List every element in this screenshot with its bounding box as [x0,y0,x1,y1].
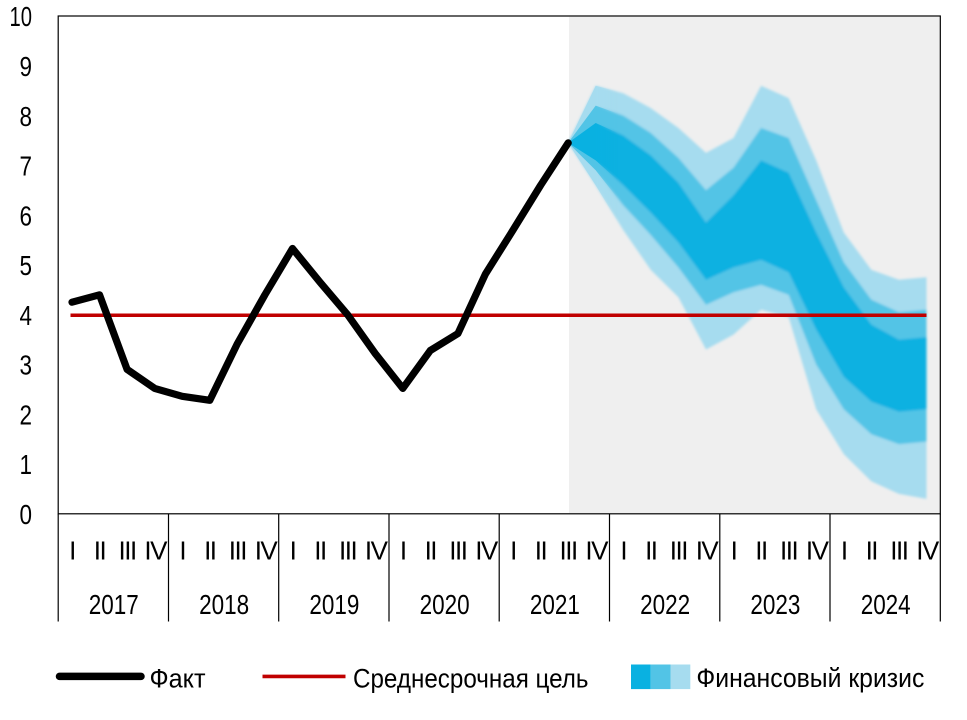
svg-text:2019: 2019 [309,589,359,620]
svg-text:IV: IV [144,536,168,566]
svg-text:III: III [119,536,136,566]
svg-text:2020: 2020 [420,589,470,620]
svg-text:0: 0 [20,499,33,530]
svg-text:Факт: Факт [150,664,206,694]
svg-text:6: 6 [20,201,33,232]
svg-text:2021: 2021 [530,589,580,620]
svg-text:2023: 2023 [750,589,800,620]
svg-text:2017: 2017 [89,589,139,620]
svg-text:2: 2 [20,400,33,431]
svg-text:2022: 2022 [640,589,690,620]
svg-text:1: 1 [20,449,33,480]
svg-text:3: 3 [20,350,33,381]
svg-text:Финансовый кризис: Финансовый кризис [696,663,924,693]
svg-text:10: 10 [10,1,33,32]
svg-text:2018: 2018 [199,589,249,620]
svg-text:2024: 2024 [861,589,911,620]
svg-text:9: 9 [20,51,33,82]
svg-text:4: 4 [20,300,33,331]
svg-text:7: 7 [20,151,33,182]
svg-text:Среднесрочная цель: Среднесрочная цель [353,664,589,694]
svg-text:I: I [69,536,75,566]
svg-text:5: 5 [20,250,33,281]
svg-text:8: 8 [20,101,33,132]
svg-text:II: II [94,536,105,566]
